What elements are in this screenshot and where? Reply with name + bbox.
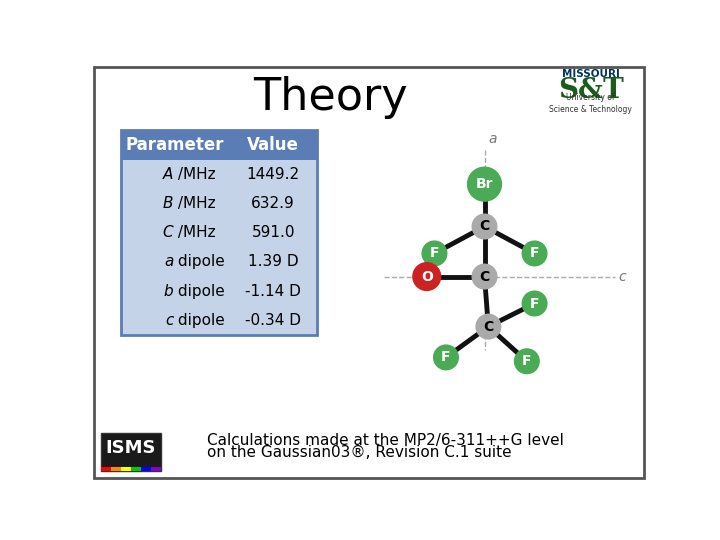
Text: dipole: dipole — [174, 254, 225, 269]
Text: Value: Value — [247, 136, 299, 154]
FancyBboxPatch shape — [141, 467, 151, 471]
FancyBboxPatch shape — [111, 467, 121, 471]
FancyBboxPatch shape — [121, 467, 131, 471]
Text: F: F — [522, 354, 531, 368]
Text: c: c — [165, 313, 174, 328]
Circle shape — [422, 241, 447, 266]
Text: /MHz: /MHz — [174, 196, 216, 211]
FancyBboxPatch shape — [229, 218, 318, 247]
Circle shape — [515, 349, 539, 374]
Circle shape — [467, 167, 501, 201]
Text: C: C — [483, 320, 493, 334]
FancyBboxPatch shape — [151, 467, 161, 471]
Text: 591.0: 591.0 — [251, 225, 295, 240]
Text: University of
Science & Technology: University of Science & Technology — [549, 93, 632, 114]
Circle shape — [472, 264, 497, 289]
Circle shape — [522, 241, 547, 266]
Text: S&T: S&T — [558, 77, 624, 104]
Text: dipole: dipole — [174, 313, 225, 328]
FancyBboxPatch shape — [229, 276, 318, 306]
Text: Calculations made at the MP2/6-311++G level: Calculations made at the MP2/6-311++G le… — [207, 433, 564, 448]
Text: /MHz: /MHz — [174, 167, 216, 181]
Text: C: C — [480, 269, 490, 284]
Text: dipole: dipole — [174, 284, 225, 299]
Circle shape — [476, 314, 500, 339]
Text: Br: Br — [476, 177, 493, 191]
Text: -0.34 D: -0.34 D — [245, 313, 301, 328]
Text: F: F — [530, 296, 539, 310]
FancyBboxPatch shape — [121, 218, 229, 247]
Text: A: A — [163, 167, 174, 181]
Text: 1449.2: 1449.2 — [246, 167, 300, 181]
Text: on the Gaussian03®, Revision C.1 suite: on the Gaussian03®, Revision C.1 suite — [207, 446, 512, 461]
Text: a: a — [488, 132, 497, 146]
Text: F: F — [430, 246, 439, 260]
Circle shape — [472, 214, 497, 239]
Text: F: F — [530, 246, 539, 260]
FancyBboxPatch shape — [121, 306, 229, 335]
FancyBboxPatch shape — [121, 247, 229, 276]
Text: F: F — [441, 350, 451, 365]
FancyBboxPatch shape — [101, 467, 111, 471]
FancyBboxPatch shape — [101, 433, 161, 471]
FancyBboxPatch shape — [121, 189, 229, 218]
Text: /MHz: /MHz — [174, 225, 216, 240]
Circle shape — [433, 345, 459, 370]
FancyBboxPatch shape — [229, 159, 318, 189]
Text: Theory: Theory — [253, 76, 408, 119]
Text: O: O — [420, 269, 433, 284]
Text: 632.9: 632.9 — [251, 196, 295, 211]
Text: a: a — [164, 254, 174, 269]
Text: C: C — [480, 219, 490, 233]
FancyBboxPatch shape — [229, 189, 318, 218]
FancyBboxPatch shape — [131, 467, 141, 471]
Text: -1.14 D: -1.14 D — [246, 284, 301, 299]
Text: C: C — [163, 225, 174, 240]
Text: b: b — [163, 284, 174, 299]
Text: c: c — [618, 269, 626, 284]
FancyBboxPatch shape — [229, 306, 318, 335]
Circle shape — [413, 262, 441, 291]
Text: Parameter: Parameter — [126, 136, 224, 154]
Text: ISMS: ISMS — [106, 439, 156, 457]
FancyBboxPatch shape — [229, 130, 318, 159]
FancyBboxPatch shape — [121, 130, 229, 159]
FancyBboxPatch shape — [121, 276, 229, 306]
Circle shape — [522, 291, 547, 316]
FancyBboxPatch shape — [121, 159, 229, 189]
Text: 1.39 D: 1.39 D — [248, 254, 299, 269]
Text: B: B — [163, 196, 174, 211]
FancyBboxPatch shape — [229, 247, 318, 276]
Text: MISSOURI: MISSOURI — [562, 69, 620, 79]
FancyBboxPatch shape — [94, 67, 644, 478]
